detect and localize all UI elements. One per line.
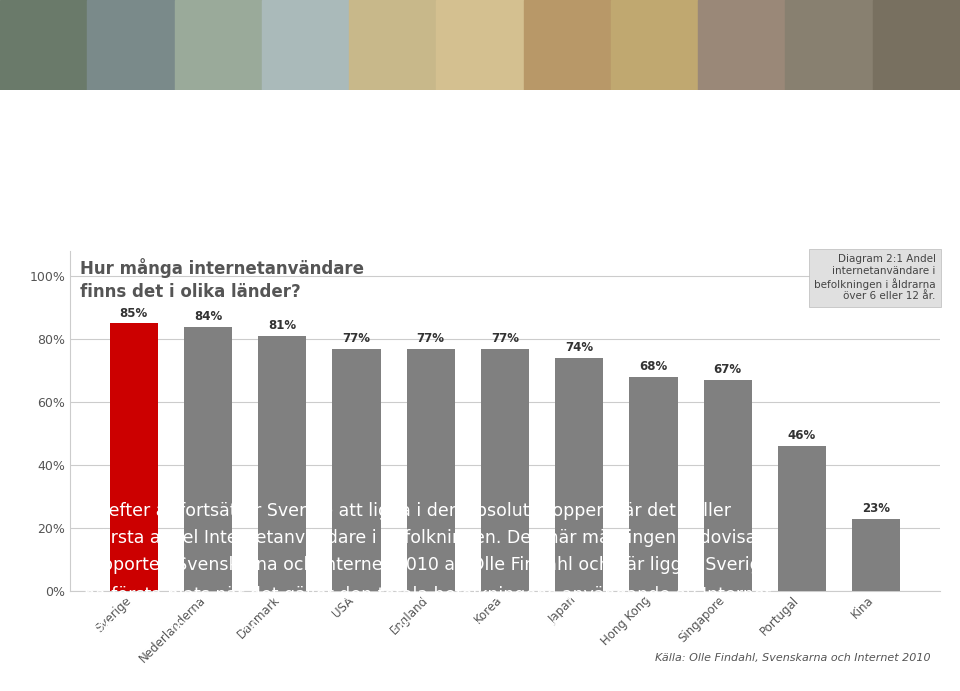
Bar (785, 0, 873, 90)
Text: År efter år fortsätter Sverige att ligga i den absoluta toppen när det gäller
st: År efter år fortsätter Sverige att ligga… (84, 498, 777, 635)
Text: Hur många internetanvändare
finns det i olika länder?: Hur många internetanvändare finns det i … (80, 258, 364, 301)
Text: 77%: 77% (343, 332, 371, 345)
Text: 84%: 84% (194, 310, 222, 323)
Bar (349, 0, 437, 90)
Text: Källa: Olle Findahl, Svenskarna och Internet 2010: Källa: Olle Findahl, Svenskarna och Inte… (655, 653, 930, 663)
Bar (523, 0, 611, 90)
Bar (183, 327, 232, 591)
Bar (630, 377, 678, 591)
Bar (611, 0, 698, 90)
Bar (481, 348, 529, 591)
Bar (109, 323, 157, 591)
Text: 23%: 23% (862, 502, 890, 515)
Bar (698, 0, 785, 90)
Text: 77%: 77% (417, 332, 444, 345)
Bar (437, 0, 523, 90)
Text: 74%: 74% (565, 341, 593, 354)
Text: 77%: 77% (491, 332, 519, 345)
Bar (873, 0, 960, 90)
Text: 81%: 81% (268, 319, 297, 332)
Bar (852, 518, 900, 591)
Text: 68%: 68% (639, 360, 667, 373)
Bar (778, 446, 827, 591)
Bar (407, 348, 455, 591)
Bar (262, 0, 349, 90)
Bar (555, 358, 604, 591)
Text: 67%: 67% (713, 363, 742, 377)
Bar (0, 0, 87, 90)
Text: 46%: 46% (788, 429, 816, 442)
Bar (258, 336, 306, 591)
Bar (175, 0, 262, 90)
Text: Diagram 2:1 Andel
internetanvändare i
befolkningen i åldrarna
över 6 eller 12 år: Diagram 2:1 Andel internetanvändare i be… (814, 254, 936, 301)
Bar (704, 380, 752, 591)
Bar (332, 348, 380, 591)
Text: 85%: 85% (120, 307, 148, 320)
Bar (87, 0, 175, 90)
